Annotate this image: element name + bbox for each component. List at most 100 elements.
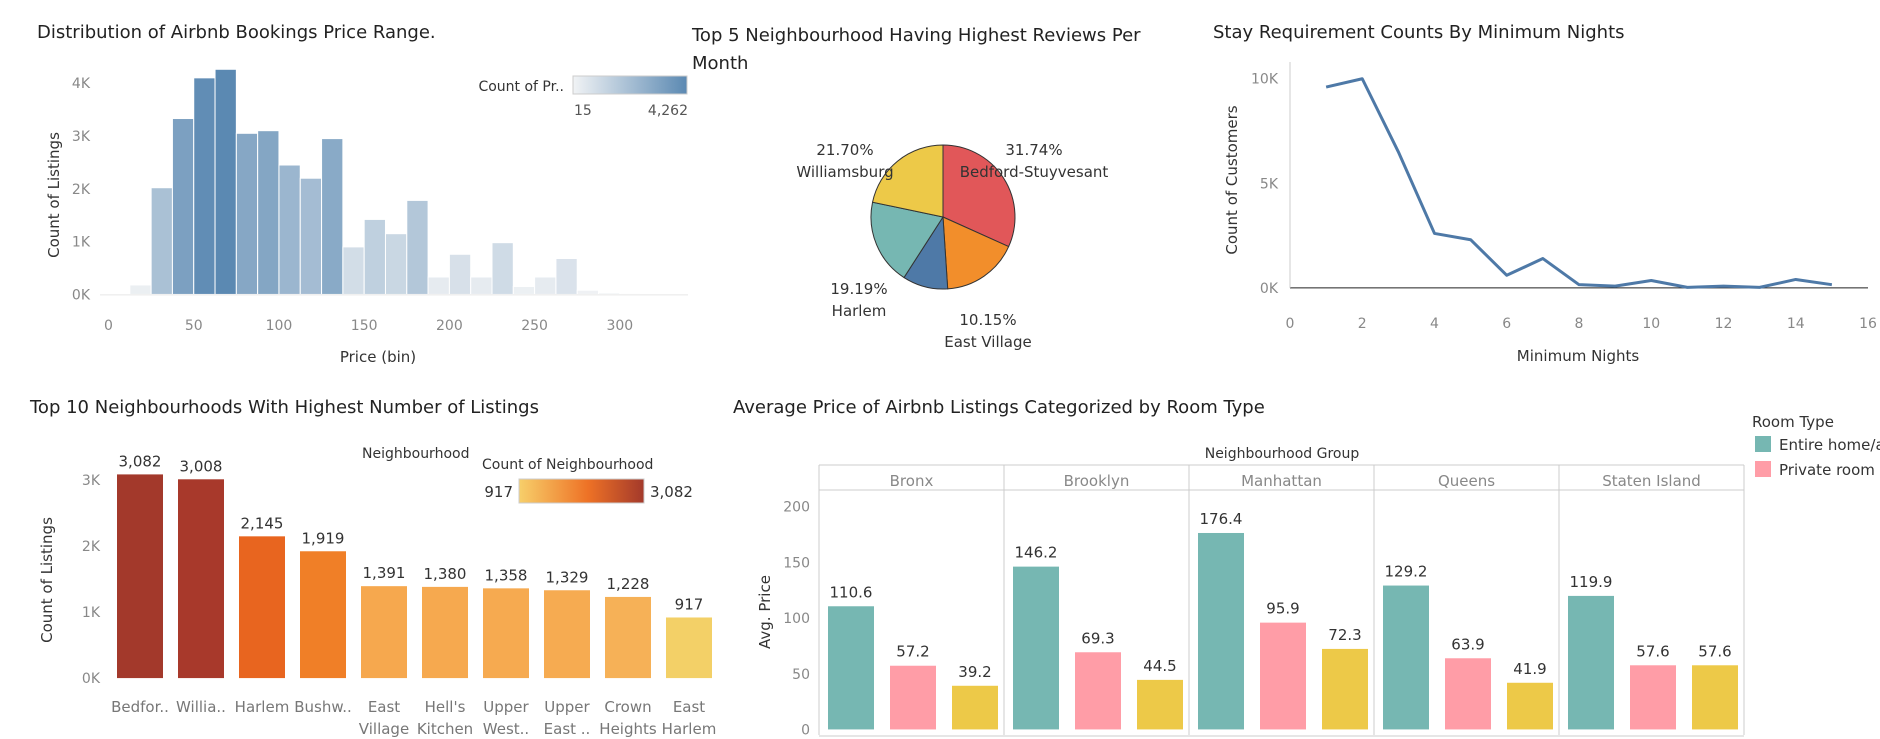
top10-y-tick: 1K [82, 605, 101, 621]
histogram-bar [257, 130, 280, 295]
room-group-label: Manhattan [1241, 472, 1322, 490]
room-legend-entry: Entire home/apt [1779, 436, 1880, 454]
line-y-label: Count of Customers [1223, 105, 1241, 254]
histogram-legend-ramp [572, 75, 688, 95]
histogram-bar [171, 118, 195, 295]
pie-slice [942, 216, 1010, 290]
pie-slice-label: Williamsburg [796, 163, 893, 181]
histogram-legend-max: 4,262 [648, 103, 688, 119]
line-x-tick: 6 [1502, 316, 1511, 332]
top10-category-label: Bushw.. [294, 698, 352, 716]
histogram-x-tick: 50 [185, 318, 203, 334]
room-value-label: 41.9 [1513, 660, 1546, 678]
pie-slice-percent: 19.19% [830, 280, 887, 298]
top10-title: Top 10 Neighbourhoods With Highest Numbe… [30, 397, 539, 418]
top10-legend-min: 917 [484, 483, 513, 501]
room-bar [1137, 679, 1183, 730]
pie-slice [870, 201, 944, 279]
histogram-bar [235, 132, 259, 295]
histogram-x-tick: 300 [606, 318, 633, 334]
top10-category-label: Harlem [235, 698, 290, 716]
room-legend-swatch [1755, 436, 1771, 452]
top10-y-tick: 3K [82, 473, 101, 489]
pie-slice-label: East Village [944, 333, 1032, 351]
room-bar [1013, 566, 1059, 730]
room-legend-swatch [1755, 461, 1771, 477]
histogram-bar [278, 164, 301, 295]
top10-category-label: West.. [483, 720, 529, 738]
room-bar [1075, 652, 1121, 730]
top10-bar [544, 590, 590, 679]
room-y-tick: 100 [783, 611, 810, 627]
top10-legend-color-title: Neighbourhood [362, 446, 469, 462]
line-x-tick: 8 [1575, 316, 1584, 332]
top10-category-label: East [673, 698, 705, 716]
room-value-label: 57.6 [1698, 642, 1731, 660]
histogram-bar [448, 253, 472, 295]
top10-category-label: Heights [599, 720, 657, 738]
room-value-label: 69.3 [1081, 629, 1114, 647]
histogram-bar [512, 286, 536, 295]
top10-bar [666, 617, 712, 679]
histogram-y-tick: 4K [72, 76, 91, 92]
pie-slice-percent: 10.15% [959, 311, 1016, 329]
pie-slice-label: Bedford-Stuyvesant [960, 163, 1109, 181]
histogram-bar [129, 284, 152, 295]
line-x-tick: 2 [1358, 316, 1367, 332]
room-type-title: Average Price of Airbnb Listings Categor… [733, 397, 1265, 418]
room-bar [1322, 648, 1368, 730]
room-bar [1568, 595, 1614, 730]
top10-category-label: Crown [604, 698, 651, 716]
top10-value-label: 1,380 [424, 565, 467, 583]
pie-title: Top 5 Neighbourhood Having Highest Revie… [692, 25, 1141, 74]
histogram-legend-min: 15 [574, 103, 592, 119]
top10-category-label: Willia.. [176, 698, 226, 716]
pie-slice-label: Harlem [832, 302, 887, 320]
top10-bar [361, 586, 407, 679]
top10-value-label: 1,391 [363, 564, 406, 582]
top10-bar [178, 479, 224, 679]
histogram-x-tick: 150 [351, 318, 378, 334]
top10-value-label: 3,082 [119, 452, 162, 470]
histogram-bar [491, 242, 514, 295]
top10-y-label: Count of Listings [38, 517, 56, 643]
top10-bar [483, 588, 529, 679]
top10-bar [239, 536, 285, 679]
line-x-tick: 0 [1286, 316, 1295, 332]
room-y-tick: 50 [792, 667, 810, 683]
room-value-label: 129.2 [1385, 563, 1428, 581]
room-group-label: Bronx [890, 472, 934, 490]
histogram-bar [427, 276, 450, 295]
histogram-bar [384, 233, 408, 295]
top10-category-label: Kitchen [417, 720, 473, 738]
top10-bar [300, 551, 346, 679]
top10-category-label: East [368, 698, 400, 716]
line-x-tick: 12 [1715, 316, 1733, 332]
histogram-bar [363, 218, 386, 295]
top10-value-label: 917 [675, 595, 704, 613]
top10-y-tick: 0K [82, 671, 101, 687]
room-value-label: 95.9 [1266, 600, 1299, 618]
room-bar [1383, 585, 1429, 730]
histogram-y-tick: 3K [72, 129, 91, 145]
room-group-label: Staten Island [1602, 472, 1701, 490]
histogram-bar [321, 138, 344, 295]
histogram-bar [150, 187, 173, 295]
histogram-bar [619, 292, 642, 295]
room-y-tick: 0 [801, 722, 810, 738]
room-bar [1260, 622, 1306, 730]
room-bar [1692, 665, 1738, 730]
histogram-bar [406, 199, 429, 295]
line-x-tick: 14 [1787, 316, 1805, 332]
line-y-tick: 10K [1251, 72, 1279, 88]
top10-bar [422, 586, 468, 679]
room-value-label: 63.9 [1451, 635, 1484, 653]
room-value-label: 57.2 [896, 643, 929, 661]
top10-y-tick: 2K [82, 539, 101, 555]
room-bar [952, 685, 998, 730]
room-bar [1630, 665, 1676, 730]
pie-slice [871, 144, 944, 218]
top10-value-label: 1,329 [546, 568, 589, 586]
room-y-tick: 150 [783, 555, 810, 571]
room-group-label: Brooklyn [1064, 472, 1130, 490]
